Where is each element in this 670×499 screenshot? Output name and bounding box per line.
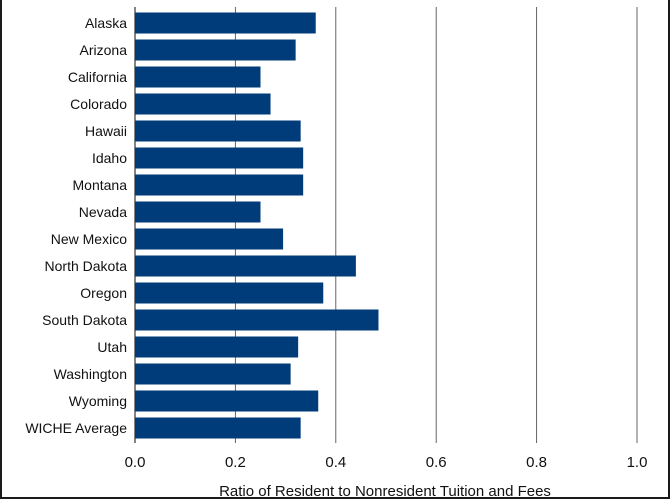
x-axis-title: Ratio of Resident to Nonresident Tuition… xyxy=(219,483,551,499)
bars xyxy=(135,12,379,439)
bar-hawaii xyxy=(135,120,301,142)
bar-idaho xyxy=(135,147,304,169)
bar-alaska xyxy=(135,12,316,34)
bar-wiche-average xyxy=(135,417,301,439)
x-tick-labels: 0.0 0.2 0.4 0.6 0.8 1.0 xyxy=(125,454,648,471)
category-label: Wyoming xyxy=(69,393,127,409)
category-label: Hawaii xyxy=(85,123,127,139)
x-tick-label: 0.2 xyxy=(225,454,246,471)
category-label: California xyxy=(68,69,127,85)
category-label: Idaho xyxy=(92,150,127,166)
x-tick-label: 0.0 xyxy=(125,454,146,471)
bar-wyoming xyxy=(135,390,319,412)
bar-colorado xyxy=(135,93,271,115)
bar-nevada xyxy=(135,201,261,223)
category-label: Utah xyxy=(97,339,127,355)
category-label: Alaska xyxy=(85,15,127,31)
category-label: Oregon xyxy=(80,285,127,301)
x-tick-label: 1.0 xyxy=(627,454,648,471)
bar-oregon xyxy=(135,282,324,304)
category-label: Colorado xyxy=(70,96,127,112)
category-label: New Mexico xyxy=(51,231,127,247)
category-label: WICHE Average xyxy=(25,420,127,436)
x-tick-label: 0.6 xyxy=(426,454,447,471)
category-label: Arizona xyxy=(80,42,128,58)
category-labels: Alaska Arizona California Colorado Hawaii Ida… xyxy=(25,15,127,436)
category-label: Washington xyxy=(54,366,127,382)
bar-montana xyxy=(135,174,304,196)
category-label: North Dakota xyxy=(45,258,128,274)
category-label: Nevada xyxy=(79,204,127,220)
bar-arizona xyxy=(135,39,296,61)
bar-new-mexico xyxy=(135,228,284,250)
bar-south-dakota xyxy=(135,309,379,331)
category-label: Montana xyxy=(73,177,128,193)
bar-california xyxy=(135,66,261,88)
x-tick-label: 0.4 xyxy=(325,454,346,471)
bar-north-dakota xyxy=(135,255,356,277)
bar-utah xyxy=(135,336,299,358)
x-tick-label: 0.8 xyxy=(526,454,547,471)
category-label: South Dakota xyxy=(42,312,127,328)
bar-washington xyxy=(135,363,291,385)
